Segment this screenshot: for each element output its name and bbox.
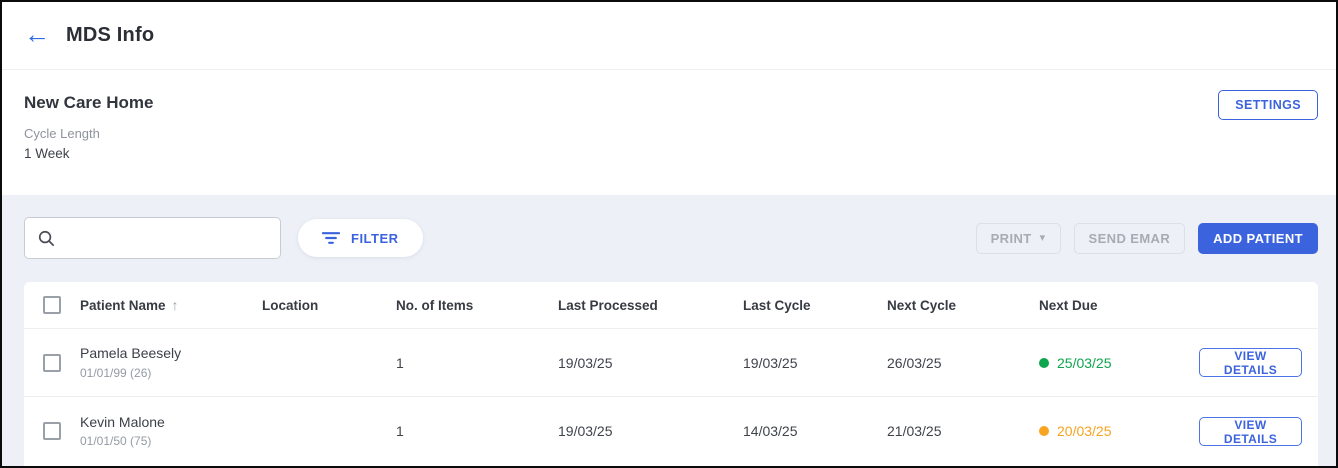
table-header-row: Patient Name ↑ Location No. of Items Las…	[24, 282, 1318, 329]
patient-name: Kevin Malone	[80, 413, 165, 430]
next-due-cell: 25/03/25	[1039, 355, 1199, 371]
back-arrow-icon: ←	[24, 18, 50, 49]
print-button[interactable]: PRINT ▾	[975, 222, 1061, 254]
last-cycle-cell: 14/03/25	[743, 423, 798, 439]
next-cycle-cell: 26/03/25	[887, 354, 942, 371]
send-emar-button[interactable]: SEND EMAR	[1073, 222, 1186, 254]
status-dot	[1039, 357, 1049, 368]
last-cycle-cell: 19/03/25	[743, 354, 798, 371]
search-input[interactable]	[64, 230, 268, 246]
column-header-last-processed: Last Processed	[558, 297, 658, 313]
search-icon	[38, 230, 55, 246]
column-header-next-cycle: Next Cycle	[887, 297, 957, 313]
search-box[interactable]	[24, 217, 281, 259]
column-header-items: No. of Items	[396, 297, 474, 313]
settings-button[interactable]: SETTINGS	[1218, 90, 1318, 120]
add-patient-button[interactable]: ADD PATIENT	[1198, 222, 1318, 254]
patient-table: Patient Name ↑ Location No. of Items Las…	[24, 282, 1318, 466]
view-details-button[interactable]: VIEW DETAILS	[1199, 416, 1302, 446]
column-header-location: Location	[262, 297, 319, 313]
column-header-patient-name-label: Patient Name	[80, 297, 166, 313]
back-button[interactable]: ←	[24, 19, 56, 53]
cycle-length-label: Cycle Length	[24, 126, 100, 141]
page-title: MDS Info	[66, 24, 155, 46]
filter-icon	[322, 232, 340, 244]
next-due-date: 25/03/25	[1057, 354, 1112, 371]
column-header-patient-name[interactable]: Patient Name ↑	[80, 297, 262, 313]
next-due-date: 20/03/25	[1057, 423, 1112, 439]
status-dot	[1039, 426, 1049, 436]
items-cell: 1	[396, 423, 404, 439]
column-header-next-due: Next Due	[1039, 297, 1098, 313]
sort-ascending-icon: ↑	[171, 297, 179, 313]
items-cell: 1	[396, 354, 404, 371]
patient-dob: 01/01/99 (26)	[80, 365, 152, 380]
patient-name-cell: Kevin Malone 01/01/50 (75)	[80, 414, 262, 449]
last-processed-cell: 19/03/25	[558, 423, 613, 439]
patient-name-cell: Pamela Beesely 01/01/99 (26)	[80, 345, 262, 380]
send-emar-button-label: SEND EMAR	[1088, 230, 1171, 246]
top-header-bar: ← MDS Info	[2, 2, 1336, 70]
next-due-cell: 20/03/25	[1039, 423, 1199, 439]
last-processed-cell: 19/03/25	[558, 354, 613, 371]
row-checkbox[interactable]	[43, 422, 61, 440]
patient-dob: 01/01/50 (75)	[80, 434, 152, 449]
view-details-button[interactable]: VIEW DETAILS	[1199, 348, 1302, 377]
column-header-last-cycle: Last Cycle	[743, 297, 811, 313]
row-checkbox[interactable]	[43, 353, 61, 372]
select-all-checkbox[interactable]	[43, 296, 61, 314]
toolbar: FILTER PRINT ▾ SEND EMAR ADD PATIENT	[24, 217, 1318, 259]
cycle-length-value: 1 Week	[24, 146, 70, 161]
care-home-section: New Care Home Cycle Length 1 Week SETTIN…	[2, 71, 1336, 195]
filter-button-label: FILTER	[351, 230, 399, 246]
patient-name: Pamela Beesely	[80, 345, 182, 362]
table-row: Pamela Beesely 01/01/99 (26) 1 19/03/25 …	[24, 329, 1318, 397]
print-button-label: PRINT	[990, 230, 1032, 246]
content-area: FILTER PRINT ▾ SEND EMAR ADD PATIENT	[2, 195, 1336, 466]
caret-down-icon: ▾	[1039, 231, 1046, 244]
next-cycle-cell: 21/03/25	[887, 423, 942, 439]
table-row: Kevin Malone 01/01/50 (75) 1 19/03/25 14…	[24, 397, 1318, 465]
filter-button[interactable]: FILTER	[298, 219, 423, 257]
care-home-name: New Care Home	[24, 93, 154, 112]
